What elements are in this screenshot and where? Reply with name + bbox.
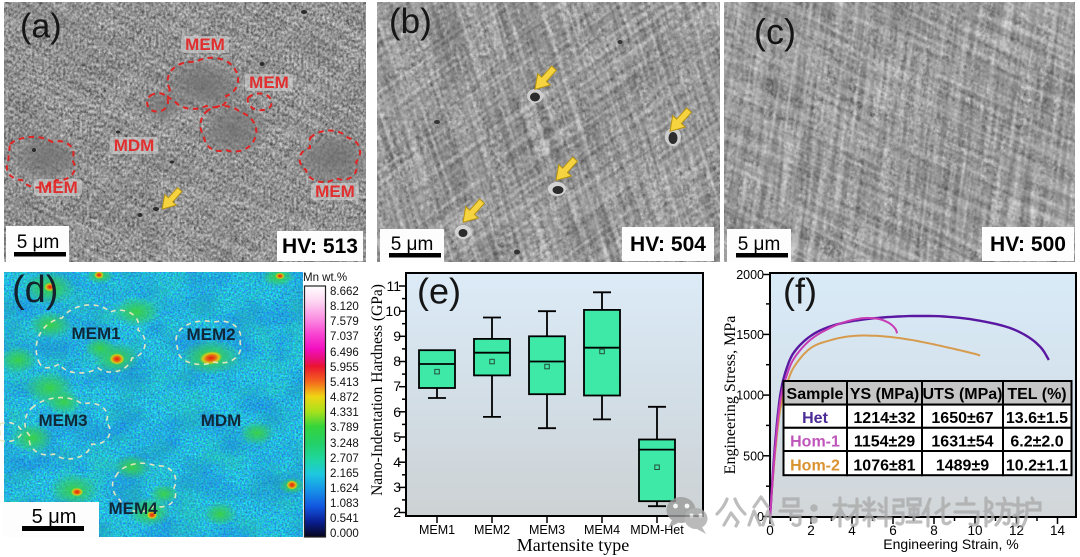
svg-text:5 μm: 5 μm [32,506,77,528]
svg-text:MEM2: MEM2 [474,523,510,537]
svg-text:2: 2 [807,523,815,538]
svg-text:8.120: 8.120 [330,301,359,313]
svg-text:13.6±1.5: 13.6±1.5 [1006,410,1068,427]
svg-text:10.2±1.1: 10.2±1.1 [1006,458,1068,475]
svg-text:4: 4 [848,523,856,538]
svg-text:MEM3: MEM3 [529,523,565,537]
svg-text:7.037: 7.037 [330,331,359,343]
svg-text:14: 14 [1050,523,1066,538]
svg-text:7.579: 7.579 [330,316,359,328]
svg-text:5.955: 5.955 [330,362,359,374]
svg-text:MEM: MEM [38,178,78,197]
svg-text:0: 0 [757,510,764,524]
svg-text:MEM: MEM [315,182,355,201]
svg-text:9: 9 [393,328,401,344]
svg-text:4: 4 [393,454,401,470]
svg-text:3: 3 [393,479,401,495]
svg-text:TEL (%): TEL (%) [1007,386,1066,403]
svg-text:1500: 1500 [736,328,764,342]
svg-text:2.165: 2.165 [330,468,359,480]
svg-text:8: 8 [393,353,401,369]
svg-text:6: 6 [889,523,897,538]
svg-text:5 μm: 5 μm [17,232,60,253]
svg-text:3.789: 3.789 [330,422,359,434]
svg-text:(b): (b) [389,2,432,41]
svg-text:4.331: 4.331 [330,407,359,419]
svg-text:2000: 2000 [736,268,764,282]
svg-text:1154±29: 1154±29 [854,434,915,451]
svg-text:3.248: 3.248 [330,438,359,450]
svg-text:10: 10 [967,523,982,538]
svg-text:MDM: MDM [201,411,242,430]
svg-text:YS (MPa): YS (MPa) [850,386,919,403]
svg-text:(f): (f) [783,271,817,312]
svg-text:Martensite type: Martensite type [517,535,629,555]
svg-text:MEM4: MEM4 [108,499,158,518]
svg-text:1.624: 1.624 [330,483,359,495]
svg-text:4.872: 4.872 [330,392,359,404]
svg-text:UTS (MPa): UTS (MPa) [923,386,1003,403]
svg-text:Hom-2: Hom-2 [790,458,840,475]
svg-text:2: 2 [393,504,401,520]
svg-text:MEM: MEM [249,73,289,92]
svg-text:1631±54: 1631±54 [931,434,993,451]
svg-text:1214±32: 1214±32 [853,410,915,427]
svg-text:6.2±2.0: 6.2±2.0 [1010,434,1063,451]
svg-text:HV: 513: HV: 513 [282,235,358,258]
svg-text:1076±81: 1076±81 [853,458,915,475]
svg-text:(d): (d) [12,269,58,311]
svg-text:6: 6 [393,404,401,420]
svg-text:1489±9: 1489±9 [936,458,989,475]
svg-text:500: 500 [743,449,764,463]
svg-text:Het: Het [802,410,828,427]
svg-text:MEM3: MEM3 [38,411,87,430]
svg-text:Hom-1: Hom-1 [790,434,840,451]
svg-text:6.496: 6.496 [330,347,359,359]
svg-text:HV: 504: HV: 504 [630,233,706,256]
svg-text:11: 11 [386,278,401,294]
svg-text:Engineering Stress, MPa: Engineering Stress, MPa [722,316,739,475]
svg-text:8: 8 [930,523,938,538]
svg-text:5.413: 5.413 [330,377,359,389]
svg-text:1650±67: 1650±67 [931,410,993,427]
svg-text:5 μm: 5 μm [738,234,781,255]
svg-text:(c): (c) [754,11,796,52]
svg-text:0: 0 [766,523,774,538]
svg-text:(a): (a) [20,8,62,46]
svg-text:5: 5 [393,429,401,445]
svg-text:0.000: 0.000 [330,528,359,540]
svg-text:MDM: MDM [114,136,155,155]
svg-text:MEM1: MEM1 [419,523,455,537]
svg-text:12: 12 [1009,523,1024,538]
svg-text:MEM2: MEM2 [186,325,235,344]
svg-text:Sample: Sample [787,386,844,403]
svg-text:2.707: 2.707 [330,453,359,465]
svg-text:7: 7 [393,378,401,394]
svg-text:HV: 500: HV: 500 [990,233,1066,256]
svg-text:MDM-Het: MDM-Het [630,523,684,537]
svg-text:MEM4: MEM4 [584,523,620,537]
svg-text:MEM1: MEM1 [71,324,120,343]
svg-text:Engineering Strain, %: Engineering Strain, % [883,536,1018,552]
svg-text:1.083: 1.083 [330,498,359,510]
svg-text:1000: 1000 [736,389,764,403]
svg-text:10: 10 [385,303,401,319]
svg-text:0.541: 0.541 [330,513,359,525]
svg-text:Mn wt.%: Mn wt.% [303,272,347,284]
svg-text:8.662: 8.662 [330,286,359,298]
svg-text:5 μm: 5 μm [391,234,434,255]
svg-text:(e): (e) [417,271,461,312]
svg-text:Nano-Indentation Hardness (GPa: Nano-Indentation Hardness (GPa) [369,284,386,496]
svg-text:MEM: MEM [185,35,225,54]
